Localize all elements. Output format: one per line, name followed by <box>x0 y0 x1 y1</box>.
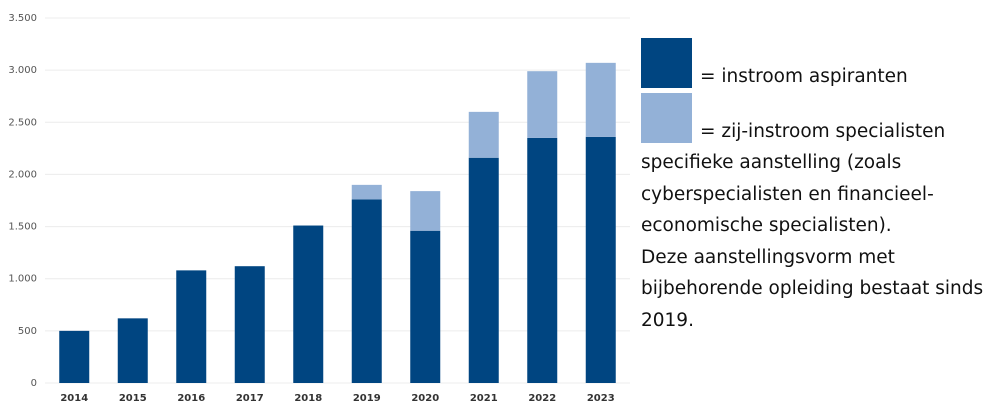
y-tick-label: 2.000 <box>8 169 37 180</box>
legend-label: = zij-instroom specialisten specifieke a… <box>641 120 946 237</box>
legend-label: = instroom aspiranten <box>700 66 908 87</box>
y-tick-label: 0 <box>31 378 37 389</box>
bar-segment <box>410 191 441 231</box>
x-tick-label: 2021 <box>470 393 498 403</box>
bar-segment <box>176 270 207 383</box>
y-tick-label: 2.500 <box>8 117 37 128</box>
legend-item: = instroom aspiranten <box>641 38 984 93</box>
x-tick-label: 2022 <box>528 393 556 403</box>
y-tick-label: 3.500 <box>8 13 37 24</box>
y-tick-label: 500 <box>18 326 37 337</box>
x-tick-label: 2019 <box>353 393 381 403</box>
x-tick-label: 2020 <box>411 393 439 403</box>
bar-segment <box>117 318 148 383</box>
bar-segment <box>293 225 324 383</box>
chart: 0 500 1.000 1.500 2.000 2.500 3.000 3.500 2014 20… <box>8 13 630 404</box>
bar-segment <box>234 266 265 383</box>
note: Deze aanstellingsvorm met bijbehorende o… <box>641 246 984 331</box>
bar-segment <box>410 230 441 383</box>
legend-swatch <box>641 38 692 88</box>
bar-segment <box>527 137 558 383</box>
bar-segment <box>527 71 558 138</box>
y-tick-label: 1.500 <box>8 222 37 233</box>
bar-segment <box>351 184 382 200</box>
x-tick-label: 2018 <box>294 393 322 403</box>
bar-segment <box>585 136 616 383</box>
x-tick-label: 2017 <box>236 393 264 403</box>
y-tick-label: 3.000 <box>8 65 37 76</box>
bar-segment <box>468 111 499 158</box>
bar-segment <box>585 62 616 137</box>
bar-segment <box>468 157 499 383</box>
legend-swatch <box>641 92 692 143</box>
bar-segment <box>59 330 90 383</box>
x-tick-label: 2016 <box>177 393 205 403</box>
x-tick-label: 2015 <box>119 393 147 403</box>
bar-segment <box>351 199 382 383</box>
x-tick-label: 2014 <box>60 393 88 403</box>
legend-item: = zij-instroom specialisten specifieke a… <box>641 92 984 242</box>
legend: = instroom aspiranten = zij-instroom spec… <box>641 38 984 336</box>
y-tick-label: 1.000 <box>8 274 37 285</box>
x-tick-label: 2023 <box>587 393 615 403</box>
